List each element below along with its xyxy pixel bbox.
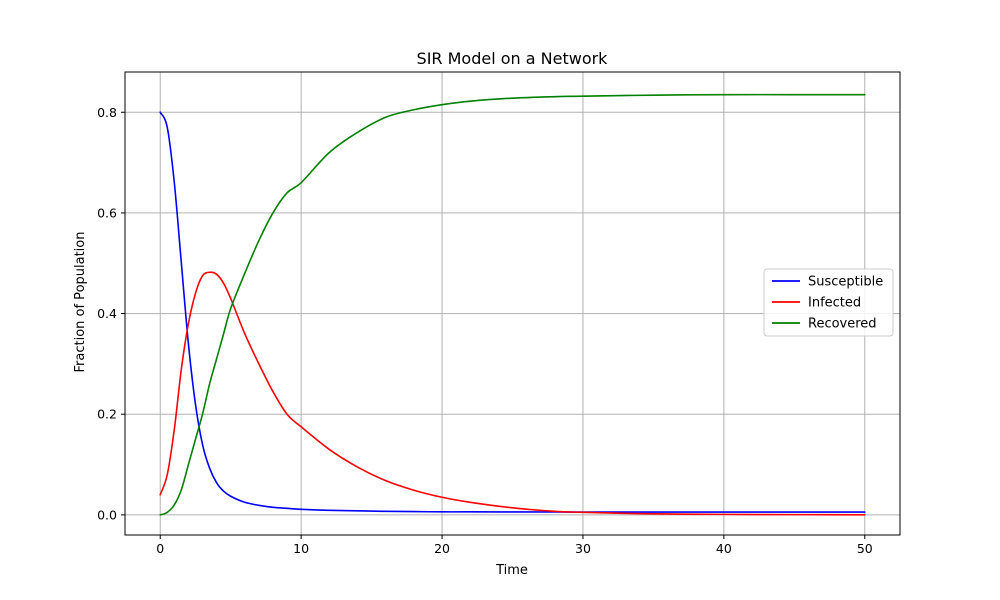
x-tick-label: 20 [434, 541, 450, 556]
x-tick-label: 30 [575, 541, 591, 556]
legend-label-susceptible: Susceptible [808, 275, 883, 290]
x-tick-label: 50 [857, 541, 873, 556]
axis-ticks: 0 10 20 30 40 50 0.0 0.2 0.4 0.6 0.8 [97, 105, 873, 556]
y-tick-label: 0.0 [97, 507, 117, 522]
series-line-recovered [159, 93, 866, 516]
chart-title: SIR Model on a Network [417, 49, 609, 68]
plot-area-frame [124, 71, 901, 536]
series-lines [159, 93, 866, 516]
legend-frame [763, 268, 894, 337]
x-tick-label: 40 [716, 541, 732, 556]
y-axis-label: Fraction of Population [73, 232, 88, 373]
y-tick-label: 0.8 [97, 105, 117, 120]
y-tick-label: 0.2 [97, 407, 117, 422]
legend-label-infected: Infected [808, 296, 861, 311]
legend-label-recovered: Recovered [808, 317, 877, 332]
x-axis-label: Time [495, 563, 528, 578]
series-line-infected [159, 271, 866, 516]
legend: Susceptible Infected Recovered [763, 268, 894, 337]
y-tick-label: 0.6 [97, 205, 117, 220]
x-tick-label: 10 [293, 541, 309, 556]
y-tick-label: 0.4 [97, 306, 117, 321]
x-tick-label: 0 [156, 541, 164, 556]
